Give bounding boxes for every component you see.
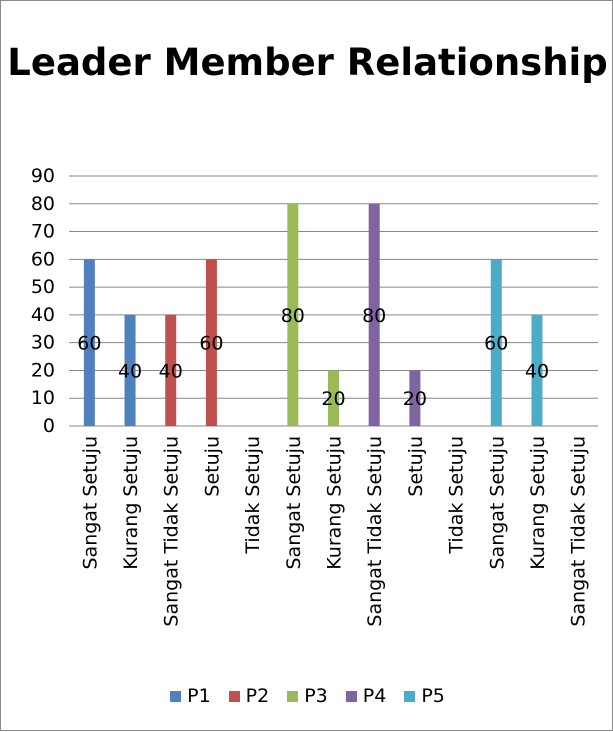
x-tick-label: Kurang Setuju (120, 436, 142, 570)
x-tick-label: Sangat Setuju (283, 436, 305, 570)
y-tick-label: 30 (31, 332, 55, 354)
chart-title-text: Leader Member Relationship (7, 41, 608, 84)
y-tick-label: 10 (31, 387, 55, 409)
legend-item: P5 (404, 685, 445, 707)
legend-swatch (287, 690, 299, 702)
x-tick-label: Setuju (201, 436, 223, 497)
legend-swatch (170, 690, 182, 702)
bar (83, 259, 95, 426)
bar-data-label: 20 (321, 388, 345, 410)
legend-label: P1 (187, 685, 211, 707)
y-tick-label: 40 (31, 304, 55, 326)
x-tick-label: Sangat Tidak Setuju (364, 436, 386, 627)
bar-data-label: 60 (199, 333, 223, 355)
legend-label: P3 (304, 685, 328, 707)
x-tick-label: Tidak Setuju (242, 436, 264, 555)
legend-label: P2 (245, 685, 270, 707)
legend-swatch (228, 690, 240, 702)
x-tick-label: Sangat Setuju (486, 436, 508, 570)
bar-data-label: 40 (118, 360, 142, 382)
bar-data-label: 80 (362, 305, 386, 327)
bars (83, 203, 543, 426)
legend: P1 P2 P3 P4 P5 (1, 685, 613, 707)
legend-item: P1 (170, 685, 211, 707)
bar (409, 370, 421, 426)
legend-swatch (345, 690, 357, 702)
y-tick-label: 70 (31, 221, 55, 243)
x-tick-label: Kurang Setuju (324, 436, 346, 570)
legend-label: P5 (421, 685, 445, 707)
x-tick-label: Sangat Setuju (79, 436, 101, 570)
bar-data-label: 40 (525, 360, 549, 382)
bar-data-label: 20 (403, 388, 427, 410)
bar-data-labels: 60 40 40 60 80 20 80 20 60 40 (77, 305, 549, 410)
chart-title: Leader Member Relationship (1, 37, 613, 89)
bar-data-label: 60 (77, 333, 101, 355)
x-axis-ticks: Sangat Setuju Kurang Setuju Sangat Tidak S… (79, 436, 589, 627)
bar-data-label: 60 (484, 333, 508, 355)
y-tick-label: 50 (31, 276, 55, 298)
y-tick-label: 20 (31, 359, 55, 381)
y-tick-label: 80 (31, 193, 55, 215)
bar-data-label: 40 (159, 360, 183, 382)
bar-data-label: 80 (281, 305, 305, 327)
bar (124, 314, 136, 426)
x-tick-label: Sangat Tidak Setuju (161, 436, 183, 627)
bar (205, 259, 217, 426)
y-axis-ticks: 0 10 20 30 40 50 60 70 80 90 (31, 165, 55, 437)
bar (531, 314, 543, 426)
bar (490, 259, 502, 426)
x-tick-label: Sangat Tidak Setuju (568, 436, 590, 627)
bar (328, 370, 339, 426)
y-tick-label: 90 (31, 165, 55, 187)
y-tick-label: 0 (43, 415, 55, 437)
bar (287, 203, 299, 426)
bar (165, 314, 177, 426)
legend-swatch (404, 690, 416, 702)
y-tick-label: 60 (31, 248, 55, 270)
legend-label: P4 (362, 685, 387, 707)
legend-item: P2 (228, 685, 270, 707)
legend-item: P3 (287, 685, 328, 707)
bar (368, 203, 380, 426)
x-tick-label: Tidak Setuju (446, 436, 468, 555)
x-tick-label: Kurang Setuju (527, 436, 549, 570)
x-tick-label: Setuju (405, 436, 427, 497)
legend-item: P4 (345, 685, 387, 707)
